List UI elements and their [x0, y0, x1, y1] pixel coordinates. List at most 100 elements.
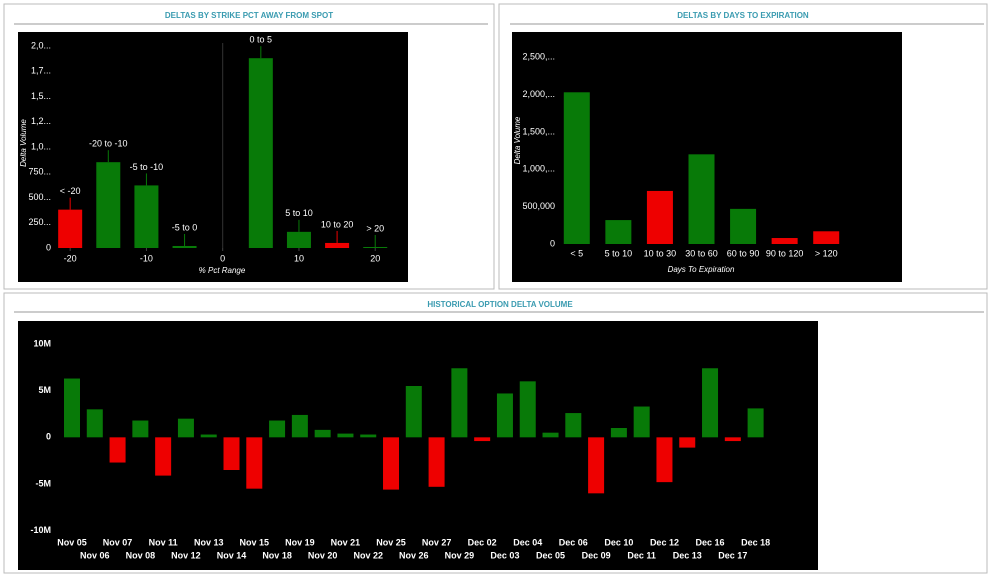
- y-axis-label: Delta Volume: [19, 119, 28, 167]
- y-tick-label: 2,000,...: [522, 89, 555, 99]
- bar: [451, 368, 468, 438]
- x-tick-label: Nov 07: [103, 537, 133, 547]
- y-tick-label: -10M: [30, 525, 51, 535]
- bar: [63, 378, 80, 438]
- x-tick-label: Dec 13: [673, 550, 702, 560]
- data-label: -5 to -10: [130, 162, 164, 172]
- bar: [291, 414, 308, 438]
- x-tick-label: Nov 21: [331, 537, 361, 547]
- x-tick-label: Dec 02: [468, 537, 497, 547]
- x-tick-label: Nov 19: [285, 537, 315, 547]
- y-tick-label: 1,0...: [31, 141, 51, 151]
- y-tick-label: 1,2...: [31, 116, 51, 126]
- x-tick-label: Nov 06: [80, 550, 110, 560]
- data-label: < -20: [60, 186, 81, 196]
- x-tick-label: Dec 03: [490, 550, 519, 560]
- x-tick-label: 20: [370, 253, 380, 263]
- x-tick-label: Dec 09: [582, 550, 611, 560]
- bar: [248, 58, 273, 248]
- plot-background: [18, 321, 818, 570]
- x-tick-label: Nov 18: [262, 550, 292, 560]
- x-tick-label: Dec 17: [718, 550, 747, 560]
- x-tick-label: 10: [294, 253, 304, 263]
- x-tick-label: Nov 20: [308, 550, 338, 560]
- bar: [588, 437, 605, 494]
- bar: [337, 433, 354, 438]
- bar: [474, 437, 491, 442]
- bar: [360, 434, 377, 438]
- data-label: 0 to 5: [250, 35, 273, 45]
- y-axis-label: Delta Volume: [513, 116, 522, 164]
- bar: [363, 246, 388, 248]
- y-tick-label: 1,7...: [31, 66, 51, 76]
- bar: [177, 418, 194, 438]
- x-tick-label: Nov 08: [126, 550, 156, 560]
- bar: [646, 190, 673, 244]
- x-tick-label: 90 to 120: [766, 248, 804, 258]
- data-label: 5 to 10: [285, 208, 313, 218]
- x-tick-label: Dec 05: [536, 550, 565, 560]
- x-tick-label: 5 to 10: [605, 248, 633, 258]
- y-tick-label: 0: [550, 238, 555, 248]
- bar: [542, 432, 559, 438]
- panel-title: HISTORICAL OPTION DELTA VOLUME: [427, 300, 573, 309]
- bar: [702, 368, 719, 438]
- data-label: 10 to 20: [321, 219, 354, 229]
- x-tick-label: Dec 04: [513, 537, 542, 547]
- x-tick-label: Nov 26: [399, 550, 429, 560]
- bar: [610, 428, 627, 438]
- x-tick-label: Nov 22: [353, 550, 383, 560]
- bar: [405, 386, 422, 438]
- x-tick-label: 60 to 90: [727, 248, 760, 258]
- x-tick-label: Dec 18: [741, 537, 770, 547]
- plot-background: [18, 32, 408, 282]
- bar: [813, 231, 840, 244]
- y-tick-label: 250...: [28, 217, 51, 227]
- bar: [223, 437, 240, 470]
- bar: [724, 437, 741, 442]
- panel-title: DELTAS BY DAYS TO EXPIRATION: [677, 11, 809, 20]
- bar: [269, 420, 286, 438]
- bar: [747, 408, 764, 438]
- x-tick-label: 30 to 60: [685, 248, 718, 258]
- bar: [86, 409, 103, 438]
- y-tick-label: 5M: [38, 385, 51, 395]
- bar: [633, 406, 650, 438]
- x-tick-label: -10: [140, 253, 153, 263]
- bar: [383, 437, 400, 490]
- x-tick-label: Nov 14: [217, 550, 247, 560]
- x-tick-label: Nov 05: [57, 537, 87, 547]
- x-tick-label: 0: [220, 253, 225, 263]
- bar: [688, 154, 715, 244]
- bar: [132, 420, 149, 438]
- y-tick-label: 0: [46, 242, 51, 252]
- x-tick-label: Nov 29: [445, 550, 475, 560]
- bar: [605, 220, 632, 244]
- y-tick-label: 1,500,...: [522, 126, 555, 136]
- x-tick-label: Nov 11: [149, 537, 178, 547]
- x-tick-label: Nov 27: [422, 537, 452, 547]
- data-label: -5 to 0: [172, 222, 198, 232]
- bar: [109, 437, 126, 463]
- bar: [96, 162, 121, 248]
- bar: [519, 381, 536, 438]
- y-tick-label: 500,000: [522, 201, 555, 211]
- x-tick-label: Nov 15: [240, 537, 270, 547]
- x-tick-label: Dec 12: [650, 537, 679, 547]
- panel-title: DELTAS BY STRIKE PCT AWAY FROM SPOT: [165, 11, 333, 20]
- bar: [286, 231, 311, 248]
- y-tick-label: 0: [46, 432, 51, 442]
- x-axis-label: % Pct Range: [199, 266, 246, 275]
- bar: [246, 437, 263, 489]
- x-tick-label: Dec 06: [559, 537, 588, 547]
- y-tick-label: 10M: [33, 338, 51, 348]
- x-tick-label: Dec 16: [696, 537, 725, 547]
- bar: [563, 92, 590, 244]
- y-tick-label: -5M: [36, 478, 52, 488]
- x-axis-label: Days To Expiration: [668, 265, 735, 274]
- y-tick-label: 500...: [28, 192, 51, 202]
- x-tick-label: -20: [64, 253, 77, 263]
- bar: [565, 413, 582, 438]
- bar: [656, 437, 673, 483]
